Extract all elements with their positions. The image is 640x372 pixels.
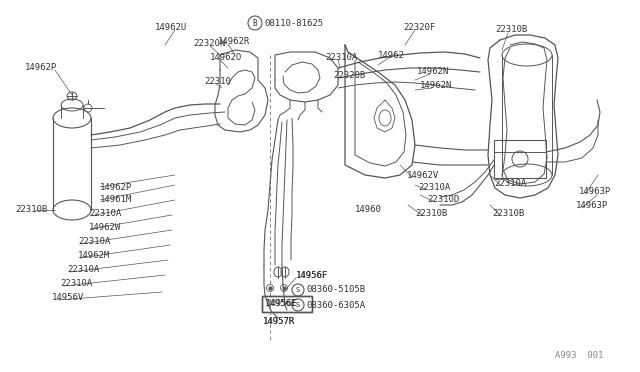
Text: 14962: 14962 <box>378 51 405 60</box>
Text: 14962P: 14962P <box>25 64 57 73</box>
Ellipse shape <box>53 200 91 220</box>
Text: 14956E: 14956E <box>265 299 297 308</box>
Text: S: S <box>296 287 300 293</box>
Text: 14961M: 14961M <box>100 196 132 205</box>
Text: 22310B: 22310B <box>415 208 447 218</box>
Text: 14962R: 14962R <box>218 38 250 46</box>
Text: 22310A: 22310A <box>78 237 110 247</box>
Text: 14962W: 14962W <box>89 222 121 231</box>
Text: 22320B: 22320B <box>333 71 365 80</box>
Text: 08360-6305A: 08360-6305A <box>306 301 365 310</box>
Text: 22310A: 22310A <box>494 179 526 187</box>
Text: 22310A: 22310A <box>325 52 357 61</box>
Text: 14956F: 14956F <box>296 270 328 279</box>
Text: 22320N: 22320N <box>193 39 225 48</box>
Text: 14957R: 14957R <box>263 317 295 327</box>
Text: 14962N: 14962N <box>417 67 449 77</box>
Text: 14963P: 14963P <box>579 187 611 196</box>
Text: 22310B: 22310B <box>492 208 524 218</box>
Text: 14962U: 14962U <box>155 23 188 32</box>
Text: S: S <box>296 302 300 308</box>
Text: 22310A: 22310A <box>418 183 451 192</box>
Text: 22310A: 22310A <box>67 266 99 275</box>
Bar <box>494 140 546 178</box>
Text: 22310B: 22310B <box>495 26 527 35</box>
Text: 22320F: 22320F <box>403 23 435 32</box>
Text: 22310A: 22310A <box>60 279 92 289</box>
Text: 14962M: 14962M <box>78 251 110 260</box>
Text: B: B <box>253 19 257 28</box>
Bar <box>262 296 312 312</box>
Text: 22310D: 22310D <box>427 196 460 205</box>
Text: 22310: 22310 <box>204 77 231 86</box>
Text: 14962O: 14962O <box>210 54 243 62</box>
Text: 14956F: 14956F <box>296 270 328 279</box>
Text: A993  001: A993 001 <box>555 352 604 360</box>
Text: 08360-5105B: 08360-5105B <box>306 285 365 295</box>
Text: 14956E: 14956E <box>266 299 298 308</box>
Text: 14962P: 14962P <box>100 183 132 192</box>
Text: 22310B: 22310B <box>15 205 47 215</box>
Text: 14962V: 14962V <box>407 170 439 180</box>
Bar <box>262 296 312 312</box>
Text: 14960: 14960 <box>355 205 382 215</box>
Text: 14962N: 14962N <box>420 81 452 90</box>
Text: 14956V: 14956V <box>52 294 84 302</box>
Text: 14963P: 14963P <box>576 202 608 211</box>
Text: 08110-81625: 08110-81625 <box>264 19 323 28</box>
Ellipse shape <box>53 108 91 128</box>
Text: 14957R: 14957R <box>263 317 295 327</box>
Text: 22310A: 22310A <box>89 209 121 218</box>
